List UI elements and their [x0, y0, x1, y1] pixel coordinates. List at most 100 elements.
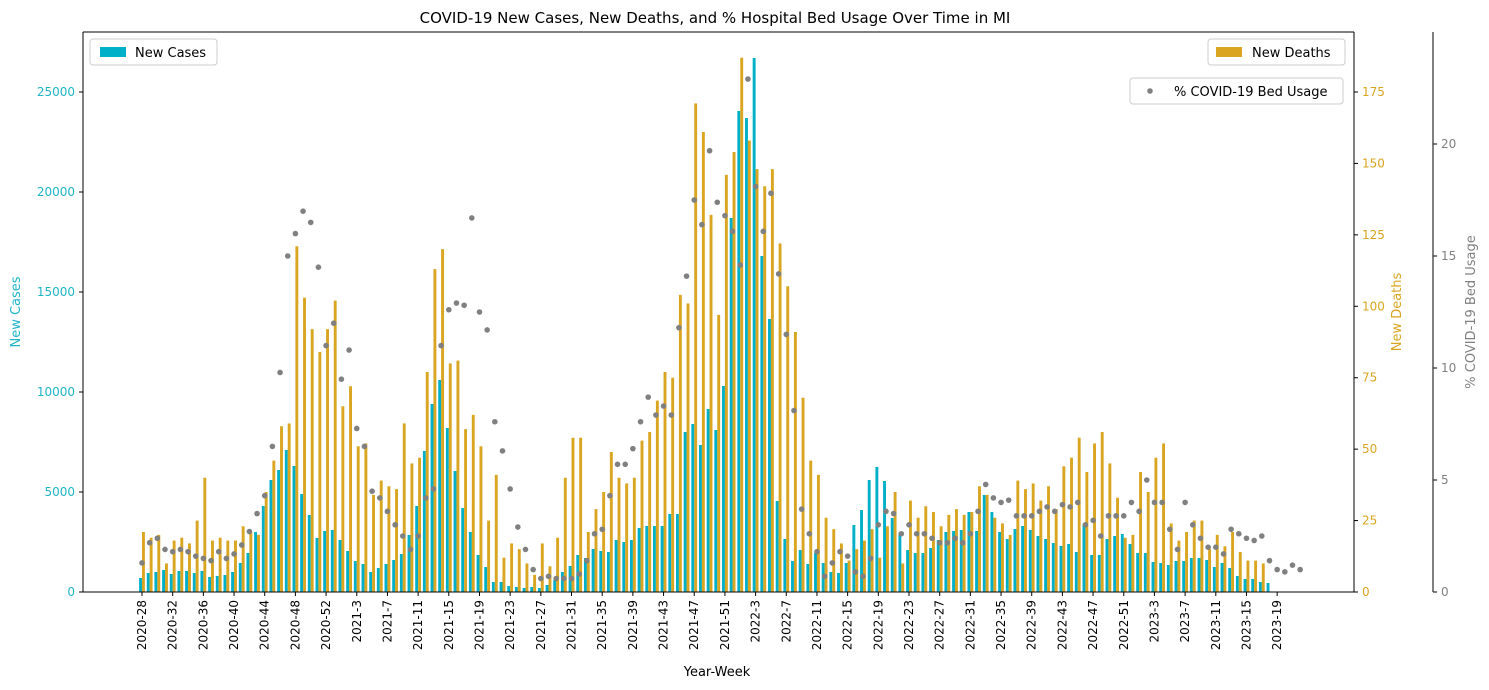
death-bar — [165, 563, 168, 592]
bed-usage-point — [668, 412, 675, 418]
x-tick-label: 2022-39 — [1025, 600, 1039, 650]
x-tick-label: 2021-19 — [472, 600, 486, 650]
case-bar — [1182, 561, 1186, 592]
case-bar — [752, 58, 756, 592]
bed-usage-point — [561, 575, 567, 582]
death-bar — [985, 494, 989, 592]
x-tick-label: 2021-23 — [503, 600, 517, 650]
x-tick-label: 2022-47 — [1086, 600, 1100, 650]
case-bar — [860, 510, 863, 592]
y-far-right-tick-label: 20 — [1441, 137, 1456, 151]
bed-usage-point — [1036, 508, 1043, 515]
bed-usage-point — [1236, 530, 1242, 537]
case-bar — [553, 580, 557, 592]
case-bar — [1044, 539, 1048, 592]
death-bar — [241, 526, 245, 592]
bed-usage-point — [806, 530, 813, 537]
case-bar — [185, 571, 189, 592]
bed-usage-point — [860, 573, 866, 580]
death-bar — [916, 517, 920, 592]
bed-usage-point — [883, 508, 889, 515]
bed-usage-point — [1259, 533, 1265, 539]
case-bar — [883, 481, 886, 592]
death-bar — [540, 543, 544, 592]
x-tick-label: 2021-3 — [350, 600, 364, 643]
case-bar — [798, 550, 802, 592]
bed-usage-point — [982, 481, 989, 488]
bed-usage-point — [745, 76, 751, 82]
case-bar — [177, 571, 181, 592]
death-bar — [1146, 492, 1150, 592]
death-bar — [609, 452, 613, 592]
bed-usage-point — [1197, 535, 1204, 542]
case-bar — [806, 564, 810, 592]
bed-usage-point — [591, 530, 598, 537]
bed-usage-point — [307, 219, 314, 226]
death-bar — [203, 477, 207, 592]
bed-usage-point — [699, 221, 705, 228]
case-bar — [468, 532, 472, 592]
death-bar — [617, 477, 621, 592]
death-bar — [349, 386, 352, 592]
death-bar — [533, 574, 537, 592]
bed-usage-point — [422, 495, 429, 501]
bed-usage-point — [538, 575, 544, 582]
death-bar — [1254, 560, 1258, 592]
bed-usage-point — [492, 418, 498, 425]
death-bar — [1077, 437, 1081, 592]
bed-usage-point — [469, 215, 475, 221]
y-right-tick-label: 175 — [1362, 85, 1385, 99]
case-bar — [307, 515, 311, 592]
death-bar — [1016, 480, 1020, 592]
bed-usage-point — [346, 347, 352, 353]
case-bar — [323, 531, 327, 592]
case-bar — [844, 563, 848, 592]
case-bar — [476, 555, 480, 592]
case-bar — [722, 386, 725, 592]
bed-usage-point — [1082, 522, 1089, 528]
bed-usage-point — [200, 555, 207, 562]
case-bar — [691, 424, 695, 592]
x-tick-label: 2022-35 — [994, 600, 1008, 650]
case-bar — [1174, 561, 1178, 592]
death-bar — [801, 397, 805, 592]
case-bar — [583, 558, 587, 592]
bed-usage-point — [1228, 526, 1234, 533]
death-bar — [448, 363, 452, 592]
case-bar — [338, 540, 342, 592]
death-bar — [494, 474, 498, 592]
death-bar — [655, 400, 659, 592]
bed-usage-point — [338, 376, 345, 383]
legend-deaths: New Deaths — [1207, 38, 1346, 66]
death-bar — [724, 174, 728, 592]
bed-usage-point — [990, 495, 997, 501]
case-bar — [967, 512, 971, 592]
case-bar — [791, 561, 794, 592]
bed-usage-point — [722, 212, 728, 219]
x-axis-label: Year-Week — [683, 665, 751, 680]
case-bar — [315, 538, 319, 592]
death-bar — [740, 57, 744, 592]
bed-usage-point — [1274, 566, 1280, 573]
death-bar — [510, 543, 514, 592]
death-bar — [694, 103, 698, 592]
y-right-tick-label: 0 — [1362, 585, 1370, 599]
bed-usage-point — [890, 510, 897, 517]
death-bar — [433, 269, 437, 592]
case-bar — [1113, 536, 1117, 592]
bed-usage-point — [1128, 499, 1135, 506]
case-bar — [169, 574, 173, 592]
death-bar — [594, 509, 598, 592]
case-bar — [652, 526, 656, 592]
case-bar — [606, 552, 610, 592]
death-bar — [1261, 563, 1265, 592]
case-bar — [737, 111, 741, 592]
x-tick-label: 2020-52 — [319, 600, 333, 650]
bed-usage-point — [837, 548, 843, 555]
bed-usage-point — [1220, 551, 1227, 557]
y-right-tick-label: 25 — [1362, 514, 1377, 528]
bed-usage-point — [676, 324, 682, 331]
death-bar — [839, 543, 843, 592]
bed-usage-point — [246, 528, 253, 535]
